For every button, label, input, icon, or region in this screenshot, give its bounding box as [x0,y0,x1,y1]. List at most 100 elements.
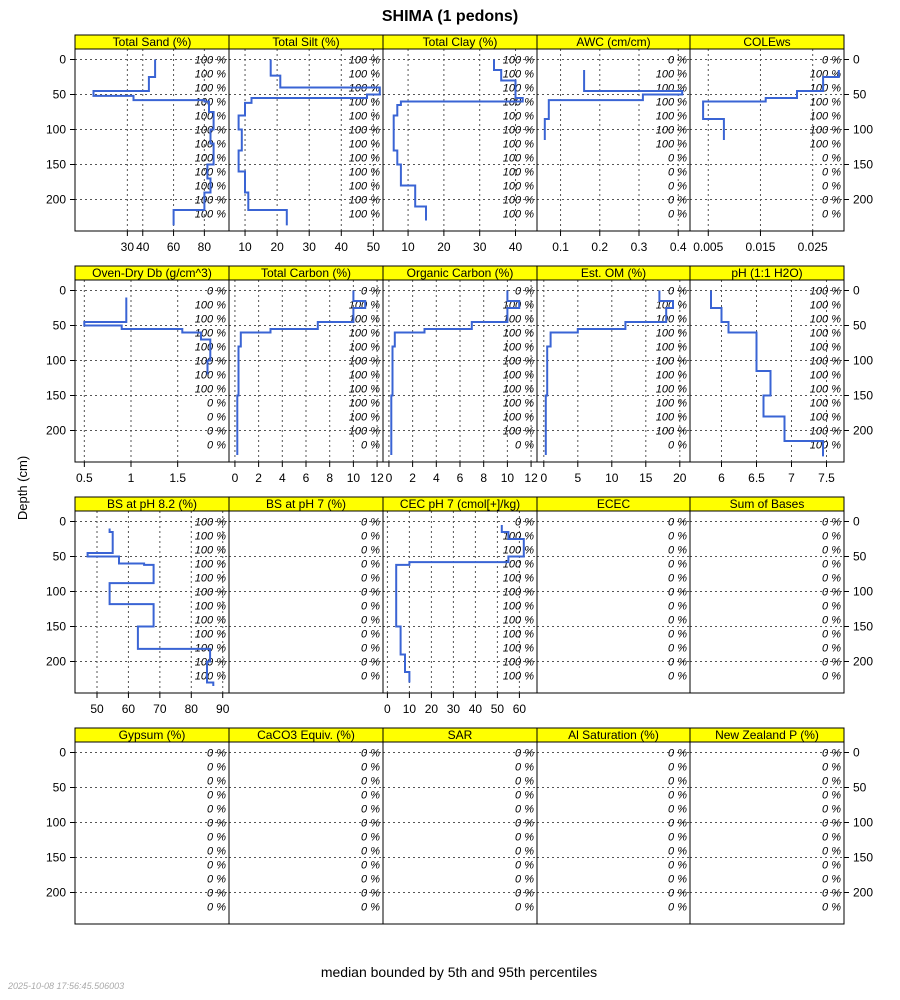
x-tick-label: 70 [153,702,167,716]
percent-label: 100 % [503,314,534,326]
percent-label: 0 % [361,559,380,571]
percent-label: 100 % [503,587,534,599]
x-tick-label: 40 [509,240,523,254]
percent-label: 0 % [361,573,380,585]
percent-label: 100 % [195,111,226,123]
panel-strip-label: AWC (cm/cm) [576,35,650,49]
x-tick-label: 0 [540,471,547,485]
percent-label: 0 % [207,440,226,452]
percent-label: 100 % [656,69,687,81]
percent-label: 0 % [207,790,226,802]
percent-label: 0 % [515,874,534,886]
percent-label: 0 % [207,748,226,760]
percent-label: 0 % [668,440,687,452]
panel-0-1: Total Silt (%) 100 % 100 % 100 % 100 % 100 % 1… [228,34,384,254]
panel-strip-label: ECEC [597,497,631,511]
percent-label: 100 % [810,412,841,424]
percent-label: 100 % [195,587,226,599]
percent-label: 100 % [503,328,534,340]
depth-tick-label-right: 200 [853,655,873,669]
percent-label: 0 % [207,874,226,886]
percent-label: 0 % [515,748,534,760]
depth-tick-label-right: 100 [853,354,873,368]
x-tick-label: 30 [447,702,461,716]
panel-0-3: AWC (cm/cm)0 %100 %100 %100 %100 %100 %1… [536,34,691,254]
percent-label: 0 % [361,671,380,683]
depth-tick-label-left: 150 [46,158,66,172]
percent-label: 0 % [361,762,380,774]
percent-label: 0 % [822,671,841,683]
panel-strip-label: pH (1:1 H2O) [731,266,802,280]
median-profile-line [702,70,840,140]
percent-label: 0 % [822,643,841,655]
percent-label: 0 % [668,888,687,900]
percent-label: 0 % [361,748,380,760]
percent-label: 100 % [195,559,226,571]
percent-label: 0 % [668,762,687,774]
panel-3-4: New Zealand P (%)0 %0 %0 %0 %0 %0 %0 %0 … [689,727,845,925]
percent-label: 0 % [668,776,687,788]
percent-label: 0 % [822,790,841,802]
percent-label: 0 % [668,846,687,858]
depth-tick-label-left: 150 [46,851,66,865]
chart-title: SHIMA (1 pedons) [382,8,518,25]
percent-label: 100 % [503,601,534,613]
percent-label: 100 % [810,139,841,151]
percent-label: 0 % [822,860,841,872]
percent-label: 100 % [195,300,226,312]
percent-label: 100 % [195,384,226,396]
percent-label: 100 % [195,314,226,326]
x-tick-label: 60 [513,702,527,716]
depth-tick-label-left: 200 [46,886,66,900]
percent-label: 100 % [349,111,380,123]
percent-label: 100 % [656,328,687,340]
percent-label: 0 % [668,748,687,760]
median-profile-line [83,297,212,375]
depth-tick-label-left: 0 [59,746,66,760]
percent-label: 0 % [822,629,841,641]
percent-label: 0 % [668,545,687,557]
percent-label: 0 % [668,153,687,165]
median-profile-line [237,59,381,226]
percent-label: 100 % [656,97,687,109]
percent-label: 0 % [361,440,380,452]
percent-label: 0 % [822,874,841,886]
percent-label: 0 % [668,195,687,207]
percent-label: 100 % [503,342,534,354]
percent-label: 0 % [822,559,841,571]
x-tick-label: 1.5 [169,471,186,485]
panel-strip-label: Sum of Bases [730,497,805,511]
median-profile-line [395,525,525,683]
panel-strip-label: BS at pH 7 (%) [266,497,346,511]
median-profile-line [543,70,684,140]
panel-0-4: COLEws 0 % 100 % 100 % 100 % 100 % 100 % 100 % 0… [689,34,845,254]
percent-label: 0 % [361,286,380,298]
percent-label: 100 % [195,671,226,683]
percent-label: 0 % [668,832,687,844]
depth-tick-label-left: 200 [46,424,66,438]
x-tick-label: 0 [232,471,239,485]
percent-label: 100 % [810,384,841,396]
percent-label: 100 % [503,643,534,655]
x-tick-label: 0.5 [76,471,93,485]
percent-label: 100 % [195,328,226,340]
depth-tick-label-left: 50 [53,781,67,795]
depth-tick-label-right: 200 [853,886,873,900]
panel-strip-label: Oven-Dry Db (g/cm^3) [92,266,212,280]
percent-label: 100 % [656,111,687,123]
percent-label: 0 % [361,587,380,599]
percent-label: 0 % [668,573,687,585]
percent-label: 0 % [361,643,380,655]
percent-label: 100 % [810,83,841,95]
depth-tick-label-left: 200 [46,655,66,669]
panel-strip-label: CaCO3 Equiv. (%) [257,728,355,742]
panels-group: Total Sand (%)100 %100 %100 %100 %100 %1… [46,34,873,925]
percent-label: 100 % [810,314,841,326]
depth-tick-label-right: 150 [853,620,873,634]
x-tick-label: 6 [303,471,310,485]
x-tick-label: 40 [335,240,349,254]
percent-label: 100 % [195,97,226,109]
percent-label: 0 % [822,167,841,179]
percent-label: 100 % [195,573,226,585]
